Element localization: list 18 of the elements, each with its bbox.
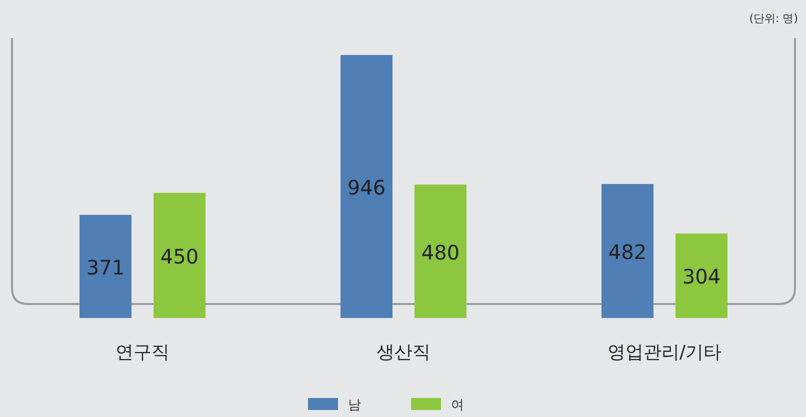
data-label: 480: [421, 240, 460, 264]
x-tick-label: 연구직: [116, 342, 170, 363]
bar: [340, 55, 392, 318]
legend-label: 여: [451, 398, 464, 413]
data-label: 946: [347, 176, 386, 200]
bar: [154, 192, 206, 318]
legend-label: 남: [348, 398, 361, 413]
text: (단위: 명): [749, 12, 798, 25]
bar: [676, 233, 728, 318]
data-label: 482: [608, 240, 647, 264]
x-tick-label: 생산직: [376, 342, 430, 363]
data-label: 304: [682, 264, 721, 289]
data-label: 371: [86, 255, 125, 280]
x-tick-label: 영업관리/기타: [607, 342, 722, 363]
bar: [414, 184, 466, 318]
bar: [602, 184, 654, 318]
bar: [80, 214, 132, 318]
data-label: 450: [160, 244, 199, 268]
